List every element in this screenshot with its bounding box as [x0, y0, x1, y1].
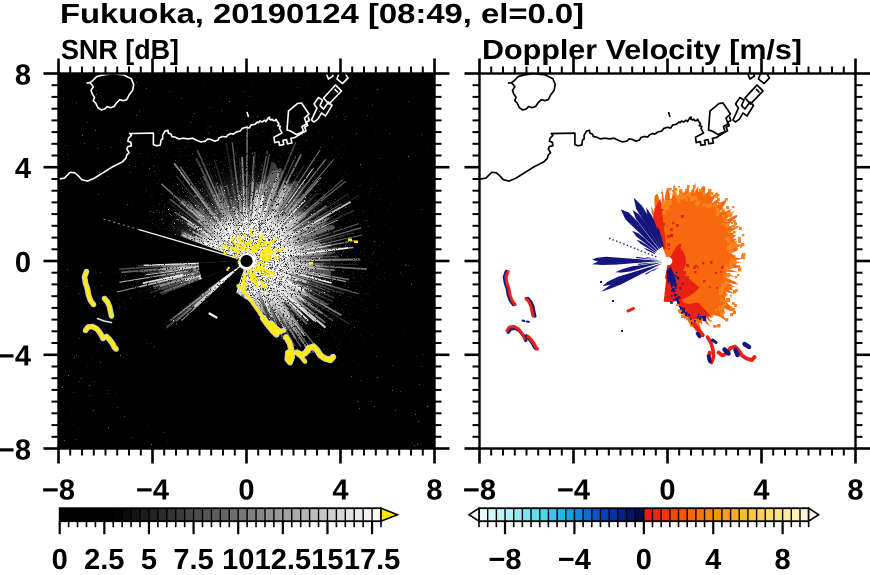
svg-text:2.5: 2.5	[84, 544, 124, 570]
svg-text:−8: −8	[42, 475, 75, 507]
svg-text:−4: −4	[557, 475, 590, 507]
svg-text:0: 0	[636, 544, 652, 570]
svg-text:0: 0	[52, 544, 68, 570]
svg-text:−4: −4	[0, 341, 31, 373]
svg-text:8: 8	[775, 544, 791, 570]
svg-text:−4: −4	[136, 475, 169, 507]
svg-text:4: 4	[753, 475, 769, 507]
svg-text:−8: −8	[0, 434, 31, 466]
svg-text:−4: −4	[558, 544, 591, 570]
svg-text:4: 4	[332, 475, 348, 507]
svg-text:Doppler Velocity [m/s]: Doppler Velocity [m/s]	[482, 34, 802, 65]
svg-text:SNR [dB]: SNR [dB]	[61, 34, 179, 65]
svg-text:7.5: 7.5	[173, 544, 213, 570]
svg-text:0: 0	[659, 475, 675, 507]
svg-text:5: 5	[141, 544, 157, 570]
svg-text:4: 4	[705, 544, 721, 570]
svg-text:4: 4	[15, 153, 31, 185]
svg-text:−8: −8	[488, 544, 521, 570]
svg-text:17.5: 17.5	[344, 544, 400, 570]
svg-text:10: 10	[222, 544, 254, 570]
svg-text:15: 15	[311, 544, 343, 570]
svg-text:0: 0	[15, 247, 31, 279]
svg-text:Fukuoka, 20190124 [08:49, el=0: Fukuoka, 20190124 [08:49, el=0.0]	[60, 0, 584, 29]
svg-text:8: 8	[847, 475, 863, 507]
svg-text:8: 8	[426, 475, 442, 507]
svg-text:8: 8	[15, 59, 31, 91]
svg-text:12.5: 12.5	[255, 544, 311, 570]
svg-text:0: 0	[238, 475, 254, 507]
svg-text:−8: −8	[463, 475, 496, 507]
